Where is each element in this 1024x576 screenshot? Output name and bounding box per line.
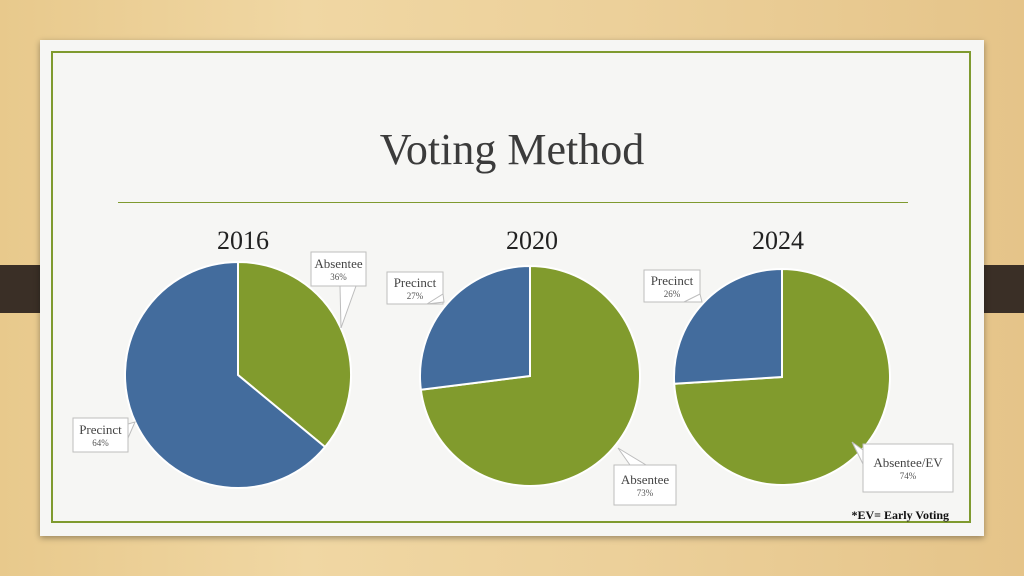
- slice-percent: 26%: [664, 289, 681, 299]
- footnote: *EV= Early Voting: [851, 508, 949, 522]
- slice-label: Absentee: [621, 472, 670, 487]
- slice-label: Absentee/EV: [873, 455, 943, 470]
- pie-charts: Absentee36%Precinct64%Absentee73%Precinc…: [72, 251, 954, 506]
- pie-2020-slice-precinct: [419, 264, 531, 391]
- pie-2016-slice-absentee: [237, 260, 352, 449]
- slice-percent: 27%: [407, 291, 424, 301]
- pie-2016-slice-precinct: [124, 260, 327, 489]
- slice-label: Precinct: [651, 273, 694, 288]
- slice-percent: 74%: [900, 471, 917, 481]
- slice-label: Absentee: [314, 256, 363, 271]
- title-rule: [118, 202, 908, 203]
- slide: Voting Method 2016 2020 2024 Absentee 36%…: [40, 40, 984, 536]
- chart-2024-title: 2024: [752, 226, 804, 255]
- slice-percent: 64%: [92, 438, 109, 448]
- pie-2024-slice-precinct: [673, 267, 783, 385]
- slide-title: Voting Method: [379, 125, 645, 174]
- slice-label: Precinct: [394, 275, 437, 290]
- slice-percent: 73%: [637, 488, 654, 498]
- slice-label: Precinct: [79, 422, 122, 437]
- chart-2016-title: 2016: [217, 226, 269, 255]
- slide-frame: [51, 51, 971, 523]
- chart-2020-title: 2020: [506, 226, 558, 255]
- slice-percent: 36%: [330, 272, 347, 282]
